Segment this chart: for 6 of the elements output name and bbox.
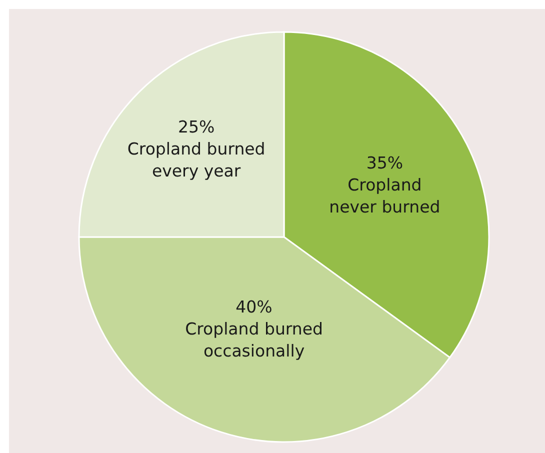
slice-label: Cropland burned every year (127, 139, 266, 180)
data-label: 40% (236, 297, 272, 316)
slice-label: Cropland never burned (329, 176, 440, 217)
slice-label: Cropland burned occasionally (185, 319, 323, 360)
data-label: 35% (366, 154, 404, 173)
data-label: 25% (178, 117, 215, 136)
